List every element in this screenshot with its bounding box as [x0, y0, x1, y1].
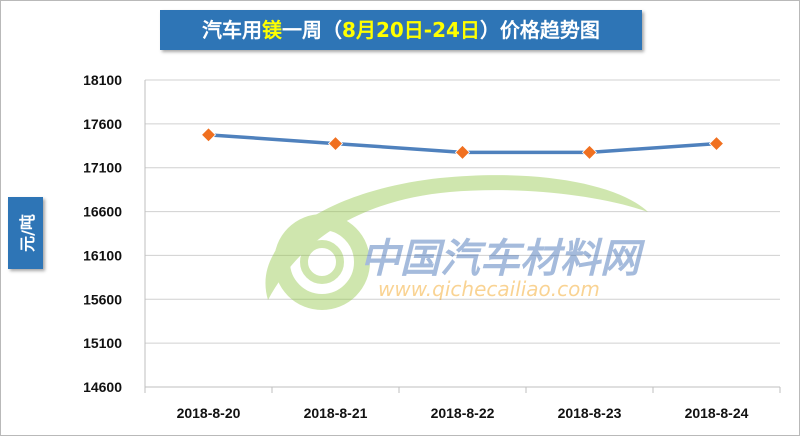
data-point-marker	[581, 144, 598, 160]
gridlines	[144, 79, 781, 393]
y-tick-label: 16100	[83, 247, 122, 263]
chart-title-box: 汽车用镁一周（8月20日-24日）价格趋势图	[160, 10, 642, 50]
y-tick-label: 17100	[83, 160, 122, 176]
y-axis-label: 元/吨	[17, 214, 37, 252]
y-axis-ticks: 14600 15100 15600 16100 16600 17100 17600 18100	[83, 72, 122, 395]
x-tick-label: 2018-8-21	[304, 405, 368, 421]
watermark-car-swoosh	[265, 175, 648, 300]
price-series	[200, 127, 725, 160]
x-tick-label: 2018-8-24	[685, 405, 749, 421]
chart-title-part: 8月20日-24日	[342, 18, 480, 42]
y-axis-label-box: 元/吨	[8, 197, 43, 269]
x-tick-label: 2018-8-20	[177, 405, 241, 421]
chart-title-part: 一周（	[282, 18, 343, 42]
data-point-marker	[327, 136, 344, 152]
watermark-name: 中国汽车材料网	[360, 236, 646, 282]
watermark-q-ring	[274, 214, 370, 310]
watermark-q-inner	[300, 240, 344, 284]
data-point-marker	[708, 136, 725, 152]
y-tick-label: 14600	[83, 379, 122, 395]
chart-title-part: ）价格趋势图	[479, 18, 600, 42]
watermark-logo: 中国汽车材料网 www.qichecailiao.com	[265, 175, 648, 310]
y-axis-label-wrap: 元/吨	[8, 197, 43, 269]
y-tick-label: 17600	[83, 116, 122, 132]
y-tick-label: 18100	[83, 72, 122, 88]
chart-title: 汽车用镁一周（8月20日-24日）价格趋势图	[160, 10, 642, 50]
x-tick-label: 2018-8-23	[558, 405, 622, 421]
x-axis-ticks: 2018-8-20 2018-8-21 2018-8-22 2018-8-23 2018…	[177, 405, 749, 421]
y-tick-label: 15100	[83, 335, 122, 351]
watermark-url: www.qichecailiao.com	[378, 277, 600, 301]
chart-title-part: 汽车用	[202, 18, 263, 42]
x-tick-label: 2018-8-22	[431, 405, 495, 421]
y-tick-label: 16600	[83, 204, 122, 220]
data-point-marker	[454, 144, 471, 160]
y-tick-label: 15600	[83, 291, 122, 307]
data-point-marker	[200, 127, 217, 143]
chart-title-part: 镁	[262, 18, 283, 42]
